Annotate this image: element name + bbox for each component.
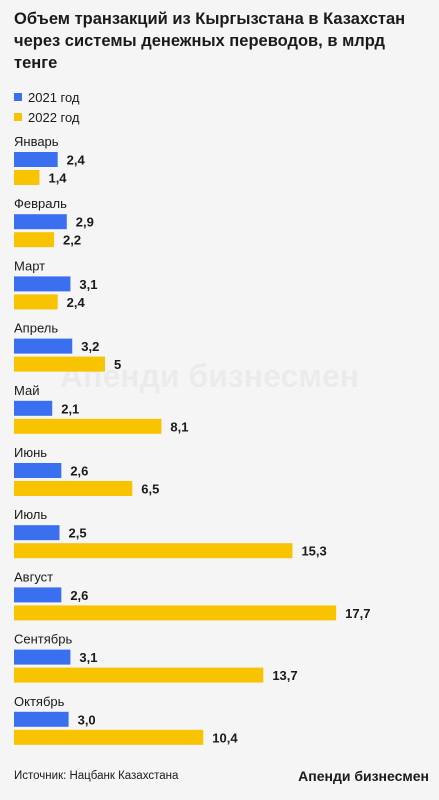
bar-2021 [14, 400, 53, 416]
data-label: 17,7 [345, 606, 370, 621]
data-label: 3,1 [79, 277, 97, 292]
category-label: Октябрь [14, 694, 65, 709]
legend-item-2021: 2021 год [14, 87, 80, 107]
bar-2022 [14, 356, 105, 372]
data-label: 6,5 [141, 482, 159, 497]
category-label: Июнь [14, 445, 47, 460]
bar-2021 [14, 587, 62, 603]
bar-2021 [14, 649, 71, 665]
data-label: 2,4 [67, 295, 86, 310]
data-label: 3,1 [79, 650, 97, 665]
legend-swatch-2022 [14, 113, 22, 121]
bar-2021 [14, 152, 58, 167]
data-label: 8,1 [170, 419, 188, 434]
chart-title: Объем транзакций из Кыргызстана в Казахс… [14, 10, 406, 72]
data-label: 15,3 [301, 544, 326, 559]
source-note: Источник: Нацбанк Казахстана [14, 770, 179, 782]
category-label: Сентябрь [14, 632, 72, 647]
legend-label-2021: 2021 год [28, 89, 80, 105]
data-label: 2,6 [70, 588, 88, 603]
brand-logo-text: Апенди бизнесмен [298, 768, 429, 784]
bar-2022 [14, 170, 40, 185]
bar-2021 [14, 463, 62, 478]
category-label: Апрель [14, 321, 58, 336]
bar-2021 [14, 525, 60, 541]
data-label: 3,2 [81, 339, 99, 354]
bar-2021 [14, 711, 69, 727]
category-label: Август [14, 569, 53, 584]
legend-label-2022: 2022 год [28, 109, 80, 125]
data-label: 2,6 [70, 464, 88, 479]
bar-2022 [14, 543, 293, 559]
bar-2022 [14, 729, 204, 745]
data-label: 1,4 [48, 171, 67, 186]
category-label: Июль [14, 507, 47, 522]
data-label: 2,9 [76, 215, 94, 230]
watermark: Апенди бизнесмен [60, 358, 359, 395]
bar-2022 [14, 605, 337, 621]
bar-2022 [14, 481, 133, 496]
category-label: Март [14, 258, 45, 273]
data-label: 2,4 [67, 153, 86, 168]
category-label: Май [14, 383, 39, 398]
bar-2022 [14, 294, 58, 310]
bar-2021 [14, 214, 67, 230]
bar-2022 [14, 667, 264, 683]
legend-swatch-2021 [14, 93, 22, 101]
data-label: 2,5 [69, 526, 87, 541]
bar-2022 [14, 418, 162, 434]
legend-item-2022: 2022 год [14, 107, 80, 127]
category-label: Февраль [14, 196, 67, 211]
bar-2022 [14, 232, 55, 248]
legend: 2021 год 2022 год [14, 87, 80, 127]
data-label: 10,4 [212, 730, 238, 745]
data-label: 5 [114, 357, 121, 372]
data-label: 2,2 [63, 233, 81, 248]
data-label: 2,1 [61, 401, 79, 416]
category-label: Январь [14, 134, 59, 149]
bar-2021 [14, 338, 73, 354]
data-label: 3,0 [78, 712, 96, 727]
bar-2021 [14, 276, 71, 292]
data-label: 13,7 [272, 668, 297, 683]
